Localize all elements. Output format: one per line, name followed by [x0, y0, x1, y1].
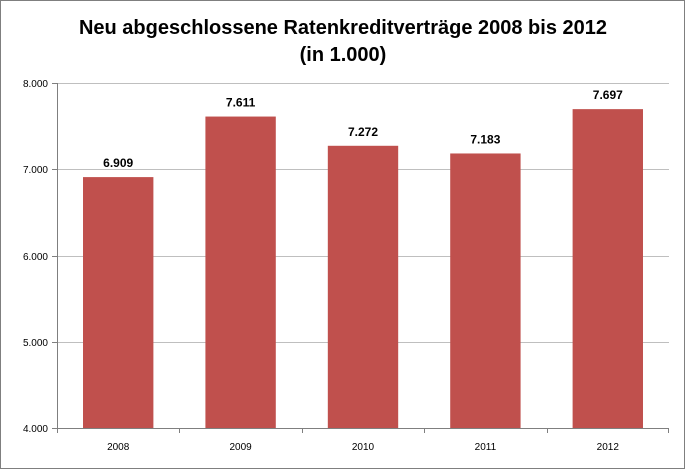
chart-title-line-1: Neu abgeschlossene Ratenkreditverträge 2…	[79, 17, 607, 39]
chart-title-line-2: (in 1.000)	[300, 44, 387, 66]
data-label-2009: 7.611	[226, 96, 256, 110]
y-tick-label-2: 6.000	[23, 252, 48, 263]
x-tick-label-2010: 2010	[352, 442, 375, 453]
labels: 4.000 5.000 6.000 7.000 8.000 6.909 2008 7.611 2…	[23, 79, 623, 453]
data-label-2011: 7.183	[470, 132, 500, 146]
bars	[83, 109, 643, 429]
data-label-2012: 7.697	[593, 88, 623, 102]
x-tick-label-2012: 2012	[597, 442, 620, 453]
bar-2008	[83, 177, 154, 428]
x-tick-label-2008: 2008	[107, 442, 130, 453]
bar-2009	[205, 116, 276, 429]
x-tick-label-2009: 2009	[229, 442, 252, 453]
y-tick-label-4: 8.000	[23, 79, 48, 90]
bar-2012	[572, 109, 643, 428]
bar-2011	[450, 153, 521, 428]
bar-2010	[327, 145, 399, 429]
data-label-2008: 6.909	[103, 156, 133, 170]
y-tick-label-0: 4.000	[23, 424, 48, 435]
axes	[52, 83, 669, 433]
y-tick-label-3: 7.000	[23, 165, 48, 176]
x-tick-label-2011: 2011	[475, 442, 497, 453]
y-tick-label-1: 5.000	[23, 338, 48, 349]
data-label-2010: 7.272	[348, 125, 378, 139]
